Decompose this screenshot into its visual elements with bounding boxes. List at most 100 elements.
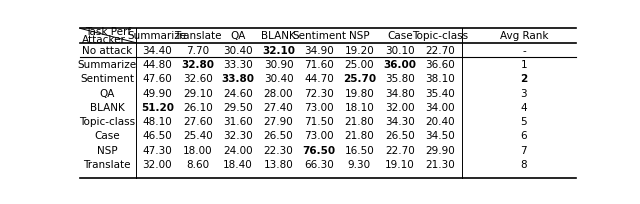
Text: 26.50: 26.50 [264, 131, 293, 141]
Text: 28.00: 28.00 [264, 88, 293, 98]
Text: Sentiment: Sentiment [292, 31, 346, 41]
Text: 18.10: 18.10 [344, 102, 374, 112]
Text: Summarize: Summarize [77, 60, 137, 70]
Text: 18.00: 18.00 [183, 145, 212, 155]
Text: 30.40: 30.40 [223, 45, 253, 55]
Text: 76.50: 76.50 [302, 145, 335, 155]
Text: 51.20: 51.20 [141, 102, 173, 112]
Text: 25.40: 25.40 [183, 131, 212, 141]
Text: QA: QA [100, 88, 115, 98]
Text: Topic-class: Topic-class [79, 117, 135, 126]
Text: 3: 3 [520, 88, 527, 98]
Text: 32.60: 32.60 [183, 74, 212, 84]
Text: 34.40: 34.40 [142, 45, 172, 55]
Text: Translate: Translate [84, 159, 131, 169]
Text: 34.80: 34.80 [385, 88, 415, 98]
Text: 32.80: 32.80 [181, 60, 214, 70]
Text: 19.20: 19.20 [344, 45, 374, 55]
Text: 21.80: 21.80 [344, 131, 374, 141]
Text: 13.80: 13.80 [264, 159, 293, 169]
Text: 25.70: 25.70 [343, 74, 376, 84]
Text: Topic-class: Topic-class [412, 31, 468, 41]
Text: 7: 7 [520, 145, 527, 155]
Text: 5: 5 [520, 117, 527, 126]
Text: Case: Case [387, 31, 413, 41]
Text: 34.50: 34.50 [426, 131, 455, 141]
Text: 29.90: 29.90 [426, 145, 455, 155]
Text: 73.00: 73.00 [304, 102, 334, 112]
Text: Task Perf.: Task Perf. [85, 27, 134, 37]
Text: 46.50: 46.50 [142, 131, 172, 141]
Text: 38.10: 38.10 [426, 74, 455, 84]
Text: BLANK: BLANK [90, 102, 125, 112]
Text: 47.30: 47.30 [142, 145, 172, 155]
Text: 22.30: 22.30 [264, 145, 293, 155]
Text: 32.10: 32.10 [262, 45, 295, 55]
Text: -: - [522, 45, 526, 55]
Text: 30.10: 30.10 [385, 45, 415, 55]
Text: 34.00: 34.00 [426, 102, 455, 112]
Text: 9.30: 9.30 [348, 159, 371, 169]
Text: 44.80: 44.80 [142, 60, 172, 70]
Text: 22.70: 22.70 [426, 45, 455, 55]
Text: 24.60: 24.60 [223, 88, 253, 98]
Text: 7.70: 7.70 [186, 45, 209, 55]
Text: 1: 1 [520, 60, 527, 70]
Text: 49.90: 49.90 [142, 88, 172, 98]
Text: 2: 2 [520, 74, 527, 84]
Text: Sentiment: Sentiment [80, 74, 134, 84]
Text: 35.80: 35.80 [385, 74, 415, 84]
Text: 35.40: 35.40 [426, 88, 455, 98]
Text: 32.00: 32.00 [143, 159, 172, 169]
Text: 19.80: 19.80 [344, 88, 374, 98]
Text: 47.60: 47.60 [142, 74, 172, 84]
Text: 26.50: 26.50 [385, 131, 415, 141]
Text: 66.30: 66.30 [304, 159, 334, 169]
Text: 32.30: 32.30 [223, 131, 253, 141]
Text: Summarize: Summarize [128, 31, 187, 41]
Text: QA: QA [230, 31, 246, 41]
Text: 30.90: 30.90 [264, 60, 293, 70]
Text: Case: Case [95, 131, 120, 141]
Text: 36.60: 36.60 [426, 60, 455, 70]
Text: 71.60: 71.60 [304, 60, 334, 70]
Text: 44.70: 44.70 [304, 74, 334, 84]
Text: 36.00: 36.00 [383, 60, 416, 70]
Text: 27.60: 27.60 [183, 117, 212, 126]
Text: 25.00: 25.00 [344, 60, 374, 70]
Text: Attacker: Attacker [82, 35, 126, 45]
Text: 8.60: 8.60 [186, 159, 209, 169]
Text: Avg Rank: Avg Rank [500, 31, 548, 41]
Text: 34.30: 34.30 [385, 117, 415, 126]
Text: 48.10: 48.10 [142, 117, 172, 126]
Text: 33.30: 33.30 [223, 60, 253, 70]
Text: 24.00: 24.00 [223, 145, 253, 155]
Text: 8: 8 [520, 159, 527, 169]
Text: Translate: Translate [174, 31, 221, 41]
Text: 20.40: 20.40 [426, 117, 455, 126]
Text: 73.00: 73.00 [304, 131, 334, 141]
Text: 34.90: 34.90 [304, 45, 334, 55]
Text: 27.90: 27.90 [264, 117, 293, 126]
Text: 31.60: 31.60 [223, 117, 253, 126]
Text: 21.80: 21.80 [344, 117, 374, 126]
Text: 16.50: 16.50 [344, 145, 374, 155]
Text: 72.30: 72.30 [304, 88, 334, 98]
Text: 22.70: 22.70 [385, 145, 415, 155]
Text: 33.80: 33.80 [221, 74, 255, 84]
Text: NSP: NSP [97, 145, 118, 155]
Text: BLANK: BLANK [261, 31, 296, 41]
Text: 21.30: 21.30 [426, 159, 455, 169]
Text: 18.40: 18.40 [223, 159, 253, 169]
Text: 4: 4 [520, 102, 527, 112]
Text: 71.50: 71.50 [304, 117, 334, 126]
Text: 29.10: 29.10 [183, 88, 212, 98]
Text: 26.10: 26.10 [183, 102, 212, 112]
Text: 30.40: 30.40 [264, 74, 293, 84]
Text: 19.10: 19.10 [385, 159, 415, 169]
Text: 27.40: 27.40 [264, 102, 293, 112]
Text: 32.00: 32.00 [385, 102, 415, 112]
Text: 6: 6 [520, 131, 527, 141]
Text: 29.50: 29.50 [223, 102, 253, 112]
Text: No attack: No attack [82, 45, 132, 55]
